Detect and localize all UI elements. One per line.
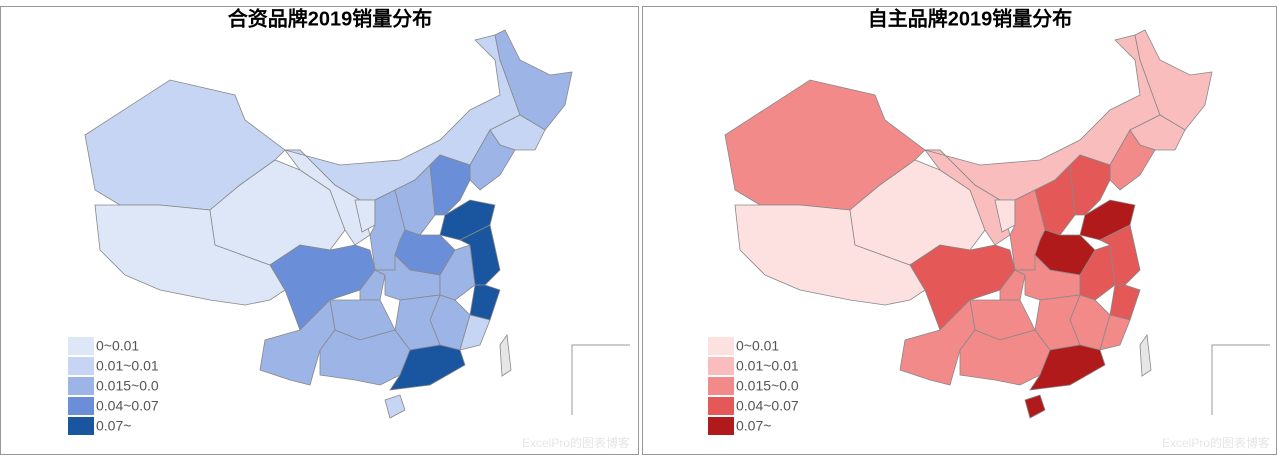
south-sea-inset [571,344,630,415]
legend-swatch [68,337,94,355]
province [359,269,386,301]
map-title: 自主品牌2019销量分布 [868,6,1073,30]
legend-swatch [708,397,734,415]
legend-label: 0.04~0.07 [736,398,799,414]
legend-swatch [708,357,734,375]
province [1109,284,1141,321]
province [1024,394,1046,419]
legend-label: 0.01~0.01 [736,358,799,374]
panel-frame [0,6,639,455]
legend-label: 0.015~0.0 [736,378,799,394]
province [1139,333,1152,377]
legend-label: 0.015~0.0 [96,378,159,394]
province [899,299,976,386]
province [999,269,1026,301]
legend-label: 0.07~ [736,418,771,434]
province [1134,29,1213,131]
legend-swatch [708,377,734,395]
province [1109,129,1156,191]
province [259,299,336,386]
map-title: 合资品牌2019销量分布 [228,6,433,30]
province [94,204,286,306]
south-sea-inset [1211,344,1270,415]
province [494,29,573,131]
legend-swatch [68,377,94,395]
province [959,329,1051,386]
legend-swatch [68,397,94,415]
watermark: ExcelPro的图表博客 [1162,435,1270,450]
province [1099,314,1131,351]
province [1069,154,1111,216]
province [319,329,411,386]
legend-label: 0.04~0.07 [96,398,159,414]
legend-label: 0~0.01 [96,338,139,354]
province [469,129,516,191]
panel-frame [642,6,1277,455]
province [499,333,512,377]
legend-swatch [68,417,94,435]
legend-label: 0.01~0.01 [96,358,159,374]
watermark: ExcelPro的图表博客 [522,435,630,450]
province [429,154,471,216]
province [1029,344,1106,391]
map-panel: 合资品牌2019销量分布 0~0.01 0.01~0.01 0.015~0.0 0.04… [68,6,630,450]
province [384,394,406,419]
province [734,204,926,306]
province [459,314,491,351]
legend-swatch [708,337,734,355]
legend-label: 0.07~ [96,418,131,434]
map-panel: 自主品牌2019销量分布 0~0.01 0.01~0.01 0.015~0.0 0.04… [708,6,1270,450]
legend-label: 0~0.01 [736,338,779,354]
legend-swatch [708,417,734,435]
legend-swatch [68,357,94,375]
province [469,284,501,321]
province [389,344,466,391]
